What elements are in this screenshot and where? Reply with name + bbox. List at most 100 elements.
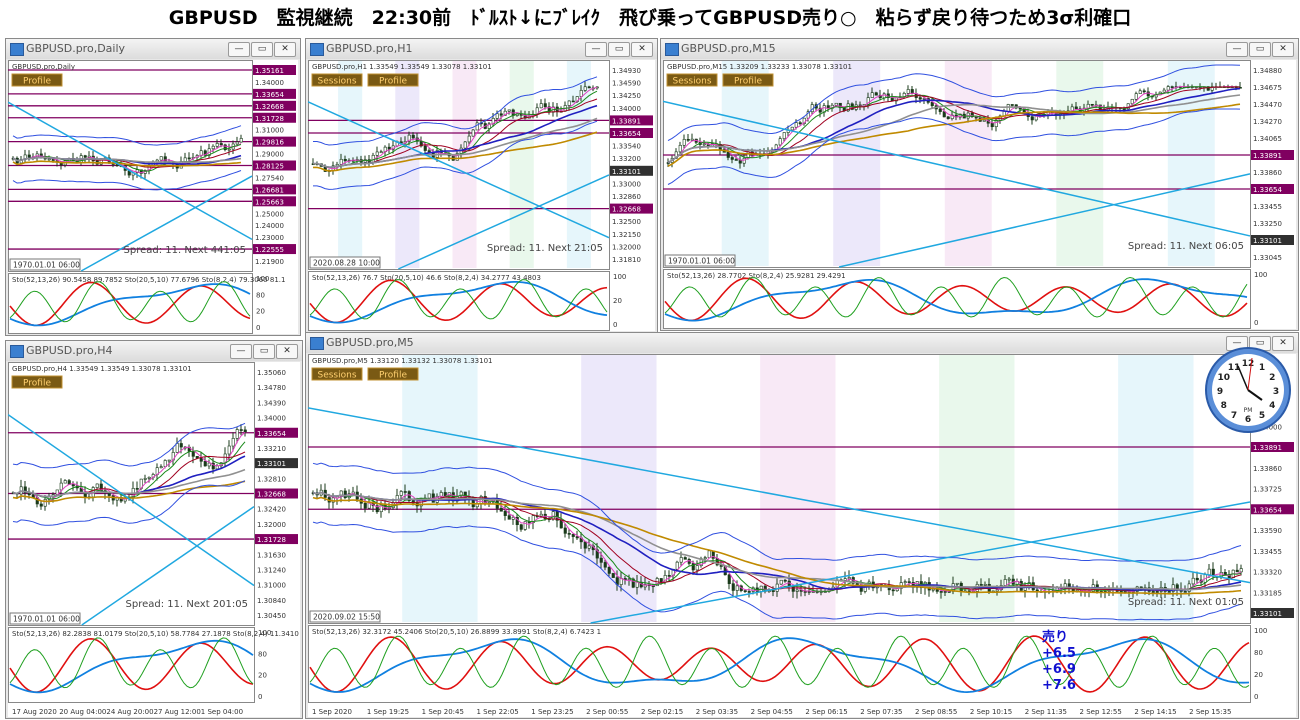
price-label: 1.22555 [255,246,284,254]
x-tick-label: 2 Sep 00:55 [586,708,628,716]
price-label: 1.32420 [257,506,286,514]
window-button[interactable]: — [585,42,607,57]
x-tick-label: 1 Sep 2020 [312,708,352,716]
candle-body [1206,86,1210,91]
window-button[interactable]: — [230,344,252,359]
price-label: 1.31630 [257,551,286,559]
candle-body [742,157,746,164]
candle-body [970,112,974,118]
session-zone [721,61,769,266]
osc-line [9,639,254,694]
price-label-box [255,534,298,545]
window-title-bar: GBPUSD.pro,Daily — ▭ ✕ [6,39,300,59]
price-label: 1.33654 [1253,186,1282,194]
trend-line [397,174,610,270]
candle-body [407,134,411,142]
candle-body [794,122,798,128]
window-button[interactable]: ▭ [253,344,275,359]
spread-text: Spread: 11. Next 201:05 [126,599,249,610]
candle-body [63,480,67,484]
candle-body [235,429,239,439]
price-label: 1.32668 [612,206,641,214]
clock-hand [1247,357,1253,391]
osc-line [9,281,251,327]
indicator-line [12,468,246,498]
osc-line [309,280,608,324]
chart-canvas: GBPUSD.pro,Daily Profile Spread: 11. Next … [8,60,298,334]
price-label: 1.30450 [257,612,286,620]
candle-body [1090,103,1094,106]
session-zone [509,61,534,268]
trend-line [81,506,255,626]
session-zone [944,61,992,266]
candle-body [678,144,682,153]
time-label: 1970.01.01 06:00 [13,615,80,624]
candle-body [874,92,878,96]
chart-window: GBPUSD.pro,H1 — ▭ ✕ GBPUSD.pro,H1 1.33549 1.… [305,38,658,333]
candle-body [507,109,511,112]
window-button[interactable]: ✕ [276,344,298,359]
badge-box [311,73,363,87]
price-label: 1.34270 [1253,118,1282,126]
price-label: 1.23000 [255,234,284,242]
price-label-box [1251,235,1294,245]
indicator-line [12,125,242,146]
chart-info: GBPUSD.pro,Daily [12,63,75,71]
candle-body [1207,568,1211,575]
window-button[interactable]: ✕ [274,42,296,57]
candle-body [1171,584,1175,592]
osc-tick-label: 0 [1254,319,1258,327]
x-tick-label: 24 Aug 20:00 [106,708,153,716]
x-tick-label: 2 Sep 06:15 [805,708,847,716]
indicator-line [667,64,1241,142]
window-button[interactable]: — [228,42,250,57]
candle-body [1134,93,1138,100]
candle-body [539,513,543,517]
trade-note: +6.9 [1042,662,1076,677]
price-label: 1.33860 [1253,465,1282,473]
osc-line [9,281,251,323]
trend-line [308,101,610,239]
window-button[interactable]: ✕ [631,42,653,57]
session-zone [833,61,881,266]
candle-body [994,119,998,128]
price-label: 1.33101 [612,168,641,176]
price-label: 1.30840 [257,597,286,605]
window-button[interactable]: ▭ [251,42,273,57]
window-icon [10,345,24,358]
clock-number: 5 [1259,411,1265,421]
window-button[interactable]: — [1226,42,1248,57]
window-button[interactable]: ▭ [608,42,630,57]
badge-box [666,73,718,87]
candle-body [946,116,950,119]
chart-window: GBPUSD.pro,M15 — ▭ ✕ GBPUSD.pro,M15 1.33209 … [660,38,1299,331]
candle-body [179,443,183,448]
candle-body [95,483,99,488]
price-label-box [1251,608,1294,618]
candle-body [1195,577,1199,581]
badge-label: Profile [23,379,51,389]
price-label: 1.33654 [1253,506,1282,514]
clock-number: 2 [1269,373,1275,383]
x-tick-label: 2 Sep 10:15 [970,708,1012,716]
candle-body [1155,591,1159,593]
candle-body [702,143,706,146]
candle-body [503,510,507,516]
window-button[interactable]: ✕ [1272,336,1294,351]
price-label-box [610,115,653,126]
window-button[interactable]: ✕ [1272,42,1294,57]
candle-body [1223,572,1227,575]
price-label: 1.29000 [255,151,284,159]
indicator-line [12,170,242,191]
clock-number: 9 [1217,387,1223,397]
trend-line [590,501,1251,624]
price-label-box [1251,184,1294,194]
window-button[interactable]: ▭ [1249,42,1271,57]
price-label: 1.31240 [257,566,286,574]
spread-text: Spread: 11. Next 441:05 [124,245,247,256]
candle-body [682,139,686,146]
price-label-box [610,203,653,214]
price-label: 1.34000 [612,105,641,113]
candle-body [691,563,695,571]
trade-note: 売り [1042,629,1068,645]
